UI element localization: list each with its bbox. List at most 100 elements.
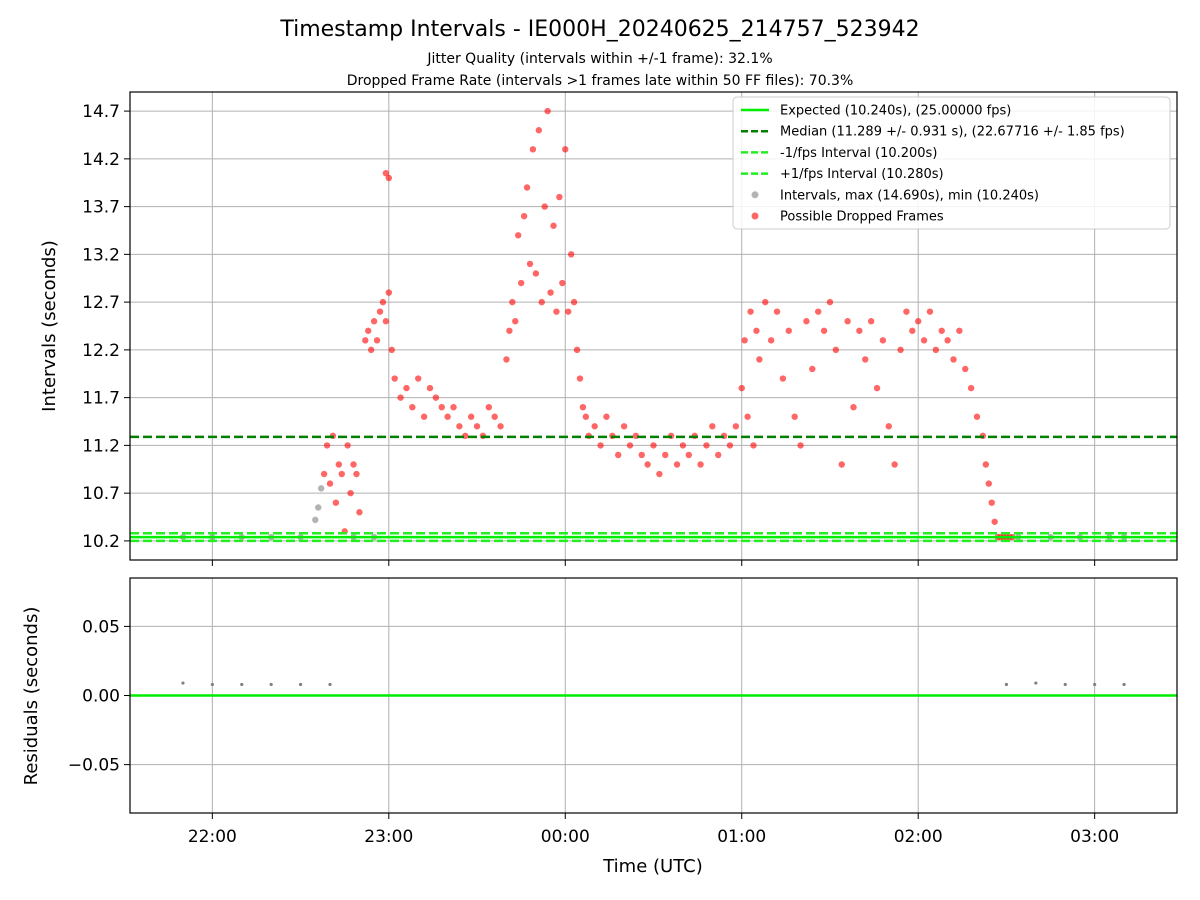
data-point (570, 298, 578, 306)
data-point (350, 461, 357, 468)
legend-label: -1/fps Interval (10.200s) (780, 146, 937, 161)
data-point (456, 423, 463, 430)
data-point (703, 442, 710, 449)
data-point (814, 308, 822, 315)
residual-point (181, 681, 185, 685)
data-point (553, 308, 560, 315)
data-point (732, 423, 740, 430)
data-point (503, 356, 510, 363)
legend-label: Possible Dropped Frames (780, 210, 944, 225)
data-point (320, 470, 328, 478)
y-tick-label: 10.7 (82, 484, 120, 504)
data-point (903, 308, 910, 315)
residual-point (1004, 682, 1009, 687)
data-point (450, 403, 457, 411)
data-point (323, 442, 331, 449)
data-point (426, 384, 434, 392)
data-point (544, 107, 551, 115)
data-point (373, 337, 381, 344)
data-point (914, 318, 922, 325)
residual-point (1122, 682, 1126, 687)
residual-point (1093, 682, 1097, 687)
y-tick-label: 11.2 (82, 436, 120, 456)
data-point (850, 403, 857, 411)
data-point (932, 346, 940, 354)
data-point (679, 442, 687, 449)
x-tick-label: 02:00 (894, 827, 943, 847)
data-point (603, 413, 610, 420)
data-point (650, 442, 657, 449)
data-point (379, 298, 387, 306)
data-point (662, 451, 669, 459)
intervals-axes-frame (129, 91, 1178, 561)
data-point (726, 442, 734, 449)
data-point (856, 327, 863, 334)
data-point (497, 423, 504, 430)
y-tick-label: 14.7 (82, 102, 120, 122)
data-point (315, 504, 322, 511)
data-point (347, 489, 354, 497)
data-point (491, 413, 498, 420)
data-point (767, 337, 775, 344)
data-point (715, 451, 722, 459)
data-point (512, 318, 519, 325)
data-point (562, 146, 569, 153)
data-point (403, 384, 410, 392)
data-point (326, 480, 334, 487)
residuals-plot: 0.05 0.00 −0.05 22:00 23:00 00:00 01:00 02:00 03… (21, 577, 1178, 847)
data-point (885, 423, 892, 430)
figure-title: Timestamp Intervals - IE000H_20240625_21… (279, 17, 919, 42)
data-point (926, 308, 934, 315)
data-point (897, 346, 904, 354)
data-point (620, 423, 628, 430)
data-point (697, 461, 704, 468)
data-point (523, 184, 531, 191)
data-point (576, 375, 584, 382)
data-point (750, 442, 757, 449)
data-point (332, 499, 340, 506)
intervals-grid (130, 92, 1177, 560)
data-point (638, 451, 645, 459)
legend-label: +1/fps Interval (10.280s) (780, 167, 944, 182)
data-point (365, 327, 372, 334)
residual-point (298, 682, 303, 687)
data-point (532, 270, 540, 277)
residual-point (269, 682, 273, 687)
residual-point (1063, 682, 1067, 687)
data-point (785, 327, 792, 334)
residuals-ticks: 0.05 0.00 −0.05 22:00 23:00 00:00 01:00 02:00 03… (68, 617, 1119, 847)
data-point (385, 174, 393, 182)
data-point (909, 327, 916, 334)
data-point (597, 442, 604, 449)
data-point (747, 308, 754, 315)
data-point (950, 356, 957, 363)
data-point (962, 365, 969, 373)
data-point (644, 461, 651, 468)
y-tick-label: 12.7 (82, 293, 120, 313)
data-point (370, 318, 378, 325)
data-point (920, 337, 928, 344)
data-point (473, 423, 481, 430)
data-point (753, 327, 760, 334)
data-point (391, 375, 398, 382)
data-point (591, 423, 598, 430)
data-point (541, 203, 548, 210)
figure-subtitle-jitter: Jitter Quality (intervals within +/-1 fr… (426, 51, 772, 67)
data-point (317, 485, 325, 492)
data-point (353, 470, 360, 478)
data-point (338, 470, 345, 478)
residual-point (240, 682, 244, 687)
data-point (520, 212, 528, 220)
y-tick-label: 13.2 (82, 245, 120, 265)
data-point (838, 461, 845, 468)
data-point (415, 375, 422, 382)
data-point (526, 260, 534, 268)
data-point (988, 499, 995, 506)
figure-subtitle-dropped: Dropped Frame Rate (intervals >1 frames … (347, 73, 854, 89)
y-tick-label: 12.2 (82, 341, 120, 361)
data-point (773, 308, 781, 315)
data-point (938, 327, 945, 334)
data-point (529, 146, 537, 153)
data-point (991, 518, 998, 525)
x-axis-label: Time (UTC) (602, 856, 703, 877)
